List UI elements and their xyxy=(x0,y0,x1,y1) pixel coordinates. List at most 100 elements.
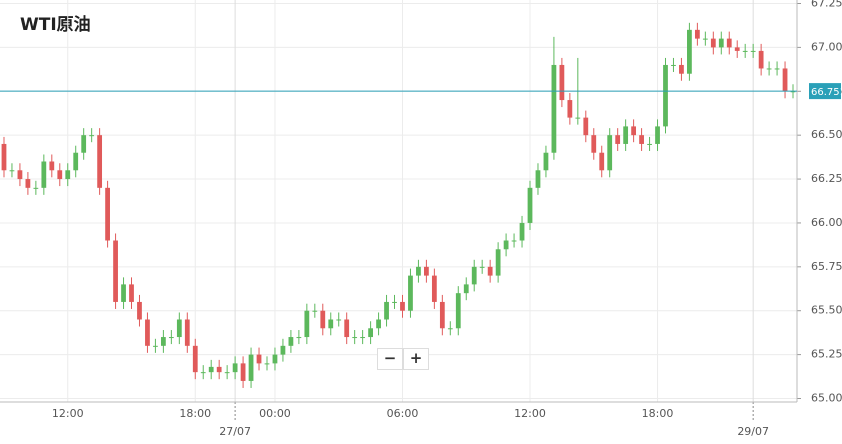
candle-body xyxy=(121,284,126,302)
candle-body xyxy=(655,126,660,144)
candle-body xyxy=(240,363,246,381)
candle-body xyxy=(543,152,549,171)
candle-body xyxy=(471,266,477,285)
candle-body xyxy=(639,135,644,144)
candle-body xyxy=(352,337,358,339)
chart-title: WTI原油 xyxy=(20,14,91,35)
date-label: 29/07 xyxy=(737,425,769,438)
candle-body xyxy=(734,47,740,51)
candle-body xyxy=(463,284,469,294)
candle-body xyxy=(384,301,389,320)
candle-body xyxy=(455,293,461,329)
candle-body xyxy=(631,126,637,136)
candle-body xyxy=(184,319,190,346)
candle-body xyxy=(790,91,796,93)
candle-body xyxy=(113,240,118,302)
candle-body xyxy=(288,337,294,346)
candle-body xyxy=(551,64,557,153)
candle-body xyxy=(129,284,134,302)
candle-body xyxy=(344,319,350,338)
candle-body xyxy=(320,310,326,329)
candle-body xyxy=(607,135,613,171)
candle-body xyxy=(718,38,724,48)
candle-body xyxy=(416,266,421,276)
candle-body xyxy=(33,187,39,189)
zoom-out-button[interactable]: − xyxy=(377,348,403,370)
candle-body xyxy=(1,143,7,171)
last-price-box xyxy=(809,83,841,100)
candle-body xyxy=(392,301,397,303)
candle-body xyxy=(232,363,238,373)
candle-body xyxy=(766,68,772,70)
candle-body xyxy=(559,64,565,101)
candle-body xyxy=(208,366,214,373)
candle-body xyxy=(447,328,453,330)
candle-body xyxy=(137,301,142,320)
candle-body xyxy=(647,143,652,145)
candle-body xyxy=(176,319,182,338)
candle-body xyxy=(495,249,501,276)
y-tick-label: 65.250 xyxy=(811,348,842,361)
candle-body xyxy=(774,68,780,70)
y-tick-label: 65.500 xyxy=(811,304,842,317)
candle-body xyxy=(782,68,788,92)
x-tick-label: 12:00 xyxy=(514,407,546,420)
candle-body xyxy=(9,170,15,172)
candle-body xyxy=(216,366,222,373)
candle-body xyxy=(304,310,310,338)
candle-body xyxy=(73,152,79,171)
candle-body xyxy=(145,319,150,346)
candle-body xyxy=(25,179,31,188)
candle-body xyxy=(742,50,748,52)
candle-body xyxy=(224,372,230,374)
candle-body xyxy=(519,222,525,241)
x-tick-label: 12:00 xyxy=(52,407,84,420)
y-tick-label: 66.250 xyxy=(811,172,842,185)
candle-body xyxy=(160,337,166,346)
candle-body xyxy=(503,240,509,250)
candle-body xyxy=(296,337,302,339)
candle-body xyxy=(65,170,71,180)
candle-body xyxy=(328,319,334,329)
candle-body xyxy=(671,64,676,66)
y-tick-label: 66.000 xyxy=(811,216,842,229)
x-tick-label: 00:00 xyxy=(259,407,291,420)
candle-body xyxy=(439,301,445,329)
candle-body xyxy=(663,64,668,127)
candle-body xyxy=(679,64,684,74)
x-tick-label: 18:00 xyxy=(642,407,674,420)
candle-body xyxy=(487,266,493,276)
candle-body xyxy=(599,152,605,171)
candle-body xyxy=(49,161,55,171)
candle-body xyxy=(758,50,764,69)
candle-body xyxy=(89,135,95,137)
candle-body xyxy=(57,170,63,180)
candle-body xyxy=(312,310,318,312)
candle-body xyxy=(81,135,87,153)
candle-body xyxy=(153,345,158,347)
candle-body xyxy=(623,126,629,144)
candle-body xyxy=(336,319,342,321)
candle-body xyxy=(248,354,254,381)
candle-body xyxy=(583,117,589,136)
candle-body xyxy=(408,275,413,311)
candle-body xyxy=(567,100,573,118)
zoom-in-button[interactable]: + xyxy=(403,348,429,370)
candle-body xyxy=(702,38,708,40)
candle-body xyxy=(726,38,732,48)
candle-body xyxy=(750,50,756,52)
candle-body xyxy=(272,354,278,364)
candle-body xyxy=(535,170,541,188)
candle-body xyxy=(41,161,47,188)
candle-body xyxy=(368,328,373,338)
candle-body xyxy=(615,135,621,144)
candle-body xyxy=(591,135,597,153)
y-tick-label: 66.500 xyxy=(811,128,842,141)
candle-body xyxy=(575,117,581,119)
candle-body xyxy=(256,354,262,364)
candle-body xyxy=(694,29,700,39)
candle-body xyxy=(687,29,692,74)
candle-body xyxy=(511,240,517,242)
